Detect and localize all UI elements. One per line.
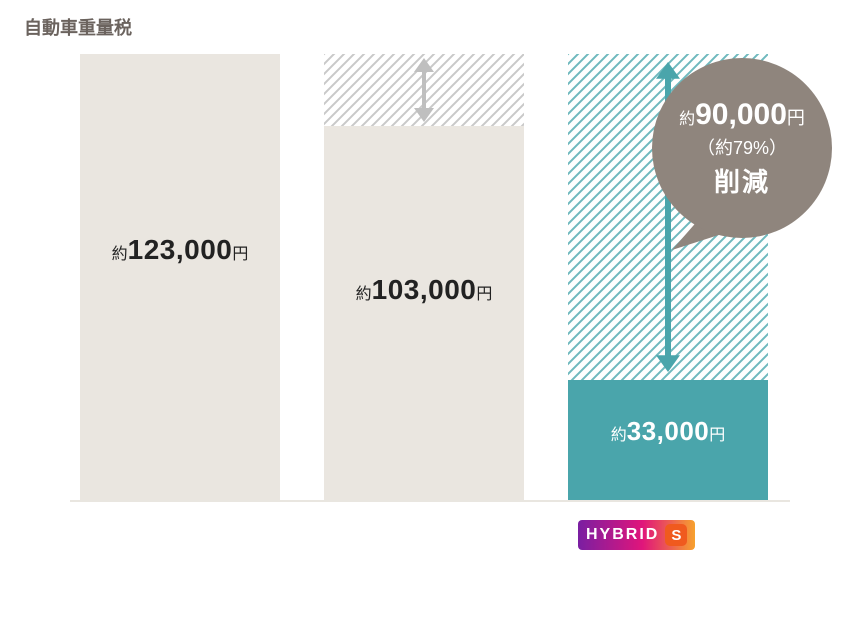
chart-stage: { "chart": { "type": "bar", "title": "自動… [0, 0, 861, 620]
savings-bubble-cut-label: 削減 [714, 162, 770, 199]
bar-2-label-prefix: 約 [356, 286, 372, 303]
chart-title: 自動車重量税 [24, 14, 132, 40]
bar-3-label-suffix: 円 [709, 427, 725, 444]
savings-bubble-prefix: 約 [679, 111, 695, 128]
savings-bubble-amount: 約90,000円 [679, 98, 805, 132]
bar-1-label: 約123,000円 [80, 234, 280, 266]
bar-3: 約33,000円 [568, 380, 768, 500]
bar-1-label-suffix: 円 [232, 246, 248, 263]
bar-1: 約123,000円 [80, 54, 280, 500]
bar-2-label-suffix: 円 [476, 286, 492, 303]
savings-bubble-suffix: 円 [787, 108, 805, 128]
hybrid-badge-text: HYBRID [586, 526, 659, 544]
bar-3-label-prefix: 約 [611, 427, 627, 444]
bar-3-label-number: 33,000 [627, 416, 710, 446]
savings-bubble-percent: （約79%） [697, 134, 787, 160]
bar-2: 約103,000円 [324, 126, 524, 500]
hybrid-badge: HYBRID S [578, 520, 695, 550]
bar-2-label-number: 103,000 [372, 274, 477, 305]
bar-1-label-number: 123,000 [128, 234, 233, 265]
bar-2-savings-arrow-icon [404, 54, 444, 126]
bar-1-label-prefix: 約 [112, 246, 128, 263]
chart-baseline [70, 500, 790, 502]
bar-3-label: 約33,000円 [568, 416, 768, 447]
savings-bubble-number: 90,000 [695, 98, 787, 131]
bar-2-label: 約103,000円 [324, 274, 524, 306]
savings-bubble: 約90,000円 （約79%） 削減 [652, 58, 832, 238]
hybrid-badge-s-icon: S [665, 524, 687, 546]
